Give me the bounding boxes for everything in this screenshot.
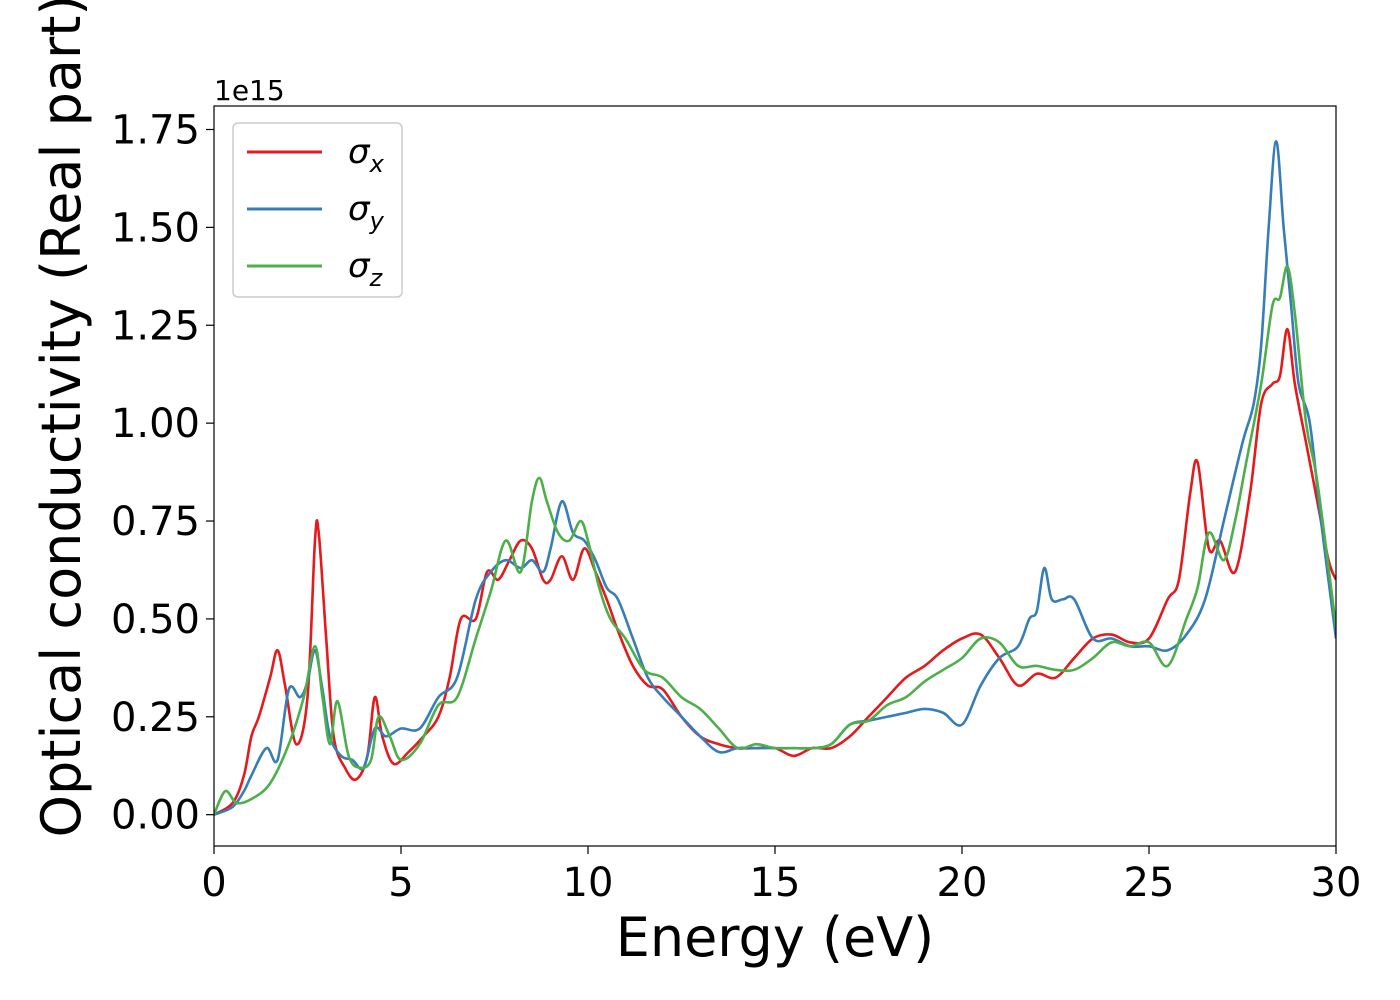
x-tick-label: 25 — [1124, 860, 1175, 906]
x-tick-label: 30 — [1311, 860, 1362, 906]
y-tick-label: 1.50 — [111, 205, 200, 251]
x-tick-label: 15 — [750, 860, 801, 906]
y-tick-label: 0.00 — [111, 793, 200, 839]
y-tick-label: 0.75 — [111, 499, 200, 545]
y-tick-label: 1.75 — [111, 107, 200, 153]
x-tick-label: 5 — [388, 860, 413, 906]
x-tick-label: 0 — [201, 860, 226, 906]
y-axis-label: Optical conductivity (Real part) — [30, 0, 93, 837]
x-tick-label: 20 — [937, 860, 988, 906]
x-tick-label: 10 — [563, 860, 614, 906]
y-tick-label: 1.25 — [111, 303, 200, 349]
y-tick-label: 1.00 — [111, 401, 200, 447]
legend-label-y: σy — [348, 189, 385, 235]
y-tick-label: 0.50 — [111, 597, 200, 643]
legend: σx σy σz — [232, 122, 403, 298]
legend-label-z: σz — [348, 246, 384, 292]
y-axis: 0.00 0.25 0.50 0.75 1.00 1.25 1.50 1.75 — [111, 107, 214, 839]
y-axis-offset-label: 1e15 — [214, 74, 285, 107]
series-line-z — [214, 265, 1336, 816]
legend-label-x: σx — [348, 132, 385, 178]
x-axis: 0 5 10 15 20 25 30 — [201, 846, 1361, 906]
series-layer — [214, 139, 1336, 816]
x-axis-label: Energy (eV) — [616, 906, 935, 969]
y-tick-label: 0.25 — [111, 695, 200, 741]
